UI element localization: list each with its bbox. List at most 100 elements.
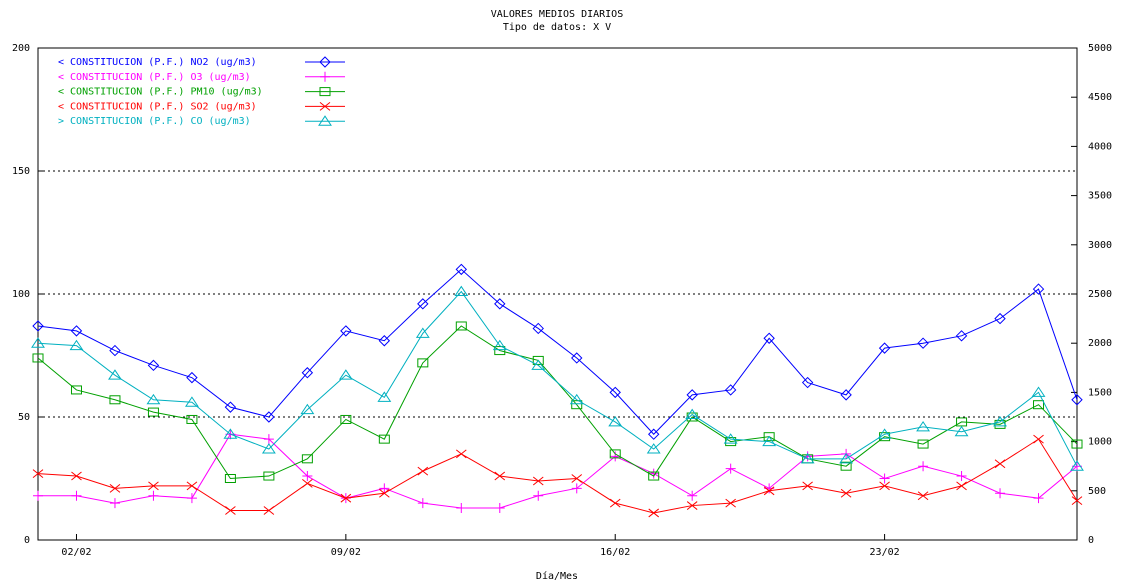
marker bbox=[494, 346, 506, 356]
marker bbox=[994, 459, 1006, 469]
y-tick-label: 150 bbox=[12, 166, 30, 177]
marker bbox=[532, 322, 544, 335]
marker bbox=[147, 407, 159, 417]
marker bbox=[454, 285, 469, 297]
marker bbox=[417, 298, 429, 310]
marker bbox=[839, 452, 854, 464]
marker bbox=[800, 452, 815, 464]
legend-marker bbox=[319, 87, 331, 97]
marker bbox=[186, 493, 197, 504]
marker bbox=[109, 498, 120, 509]
y-tick-label: 100 bbox=[12, 289, 30, 300]
marker bbox=[571, 352, 583, 364]
marker bbox=[725, 463, 736, 474]
marker bbox=[415, 327, 430, 338]
y2-tick-label: 500 bbox=[1088, 486, 1106, 497]
y2-tick-label: 4000 bbox=[1088, 141, 1112, 152]
x-tick-label: 09/02 bbox=[331, 547, 361, 558]
marker bbox=[724, 384, 737, 396]
marker bbox=[877, 428, 892, 439]
marker bbox=[300, 403, 315, 415]
marker bbox=[801, 376, 814, 389]
marker bbox=[723, 433, 738, 444]
marker bbox=[685, 408, 700, 420]
marker bbox=[184, 396, 199, 407]
marker bbox=[994, 312, 1006, 325]
legend-label: < CONSTITUCION (P.F.) PM10 (ug/m3) bbox=[58, 87, 263, 98]
series-line bbox=[37, 268, 1078, 435]
marker bbox=[1070, 460, 1084, 471]
marker bbox=[108, 369, 122, 380]
marker bbox=[571, 483, 582, 494]
marker bbox=[878, 342, 891, 354]
marker bbox=[263, 506, 275, 515]
marker bbox=[648, 508, 660, 518]
marker bbox=[456, 503, 467, 514]
marker bbox=[71, 490, 82, 501]
x-tick-label: 23/02 bbox=[870, 547, 900, 558]
marker bbox=[840, 488, 852, 498]
chart-subtitle: Tipo de datos: X V bbox=[503, 22, 611, 33]
legend-label: < CONSTITUCION (P.F.) NO2 (ug/m3) bbox=[58, 57, 257, 68]
marker bbox=[532, 476, 544, 486]
marker bbox=[1071, 394, 1083, 406]
marker bbox=[223, 428, 238, 439]
y2-tick-label: 4500 bbox=[1088, 92, 1112, 103]
marker bbox=[379, 488, 390, 498]
marker bbox=[417, 466, 429, 476]
marker bbox=[762, 435, 777, 447]
marker bbox=[33, 490, 43, 501]
marker bbox=[224, 401, 237, 413]
marker bbox=[263, 434, 274, 445]
marker bbox=[686, 389, 698, 401]
series-line bbox=[37, 325, 1078, 480]
marker bbox=[71, 471, 82, 481]
marker bbox=[301, 367, 314, 379]
marker bbox=[494, 471, 506, 481]
marker bbox=[955, 330, 968, 342]
marker bbox=[995, 488, 1006, 499]
marker bbox=[455, 263, 468, 276]
marker bbox=[763, 332, 775, 344]
marker bbox=[763, 486, 775, 496]
marker bbox=[109, 395, 121, 405]
marker bbox=[569, 393, 584, 405]
marker bbox=[31, 337, 45, 348]
marker bbox=[378, 335, 391, 347]
marker bbox=[802, 481, 813, 491]
legend-label: < CONSTITUCION (P.F.) O3 (ug/m3) bbox=[58, 72, 251, 83]
marker bbox=[1032, 283, 1045, 295]
marker bbox=[840, 389, 852, 401]
marker bbox=[70, 325, 83, 337]
marker bbox=[32, 353, 44, 363]
marker bbox=[69, 339, 84, 351]
legend-label: < CONSTITUCION (P.F.) SO2 (ug/m3) bbox=[58, 101, 257, 112]
marker bbox=[340, 414, 352, 424]
marker bbox=[494, 503, 505, 514]
legend-marker bbox=[319, 56, 331, 68]
series-line bbox=[37, 438, 1078, 514]
marker bbox=[954, 425, 969, 437]
marker bbox=[32, 469, 44, 478]
marker bbox=[70, 385, 82, 395]
marker bbox=[571, 400, 583, 410]
x-axis-label: Día/Mes bbox=[536, 570, 578, 582]
marker bbox=[32, 320, 44, 332]
marker bbox=[879, 473, 890, 484]
x-tick-label: 02/02 bbox=[61, 547, 91, 558]
marker bbox=[1033, 493, 1044, 504]
legend-marker bbox=[319, 102, 331, 111]
marker bbox=[109, 344, 121, 357]
marker bbox=[993, 416, 1007, 427]
marker bbox=[492, 339, 507, 351]
marker bbox=[263, 471, 275, 481]
marker bbox=[338, 369, 353, 380]
y-tick-label: 50 bbox=[18, 412, 30, 423]
marker bbox=[725, 498, 736, 508]
marker bbox=[301, 454, 313, 464]
marker bbox=[455, 321, 467, 331]
marker bbox=[302, 471, 313, 482]
marker bbox=[186, 414, 198, 424]
marker bbox=[917, 439, 929, 449]
marker bbox=[609, 449, 621, 459]
